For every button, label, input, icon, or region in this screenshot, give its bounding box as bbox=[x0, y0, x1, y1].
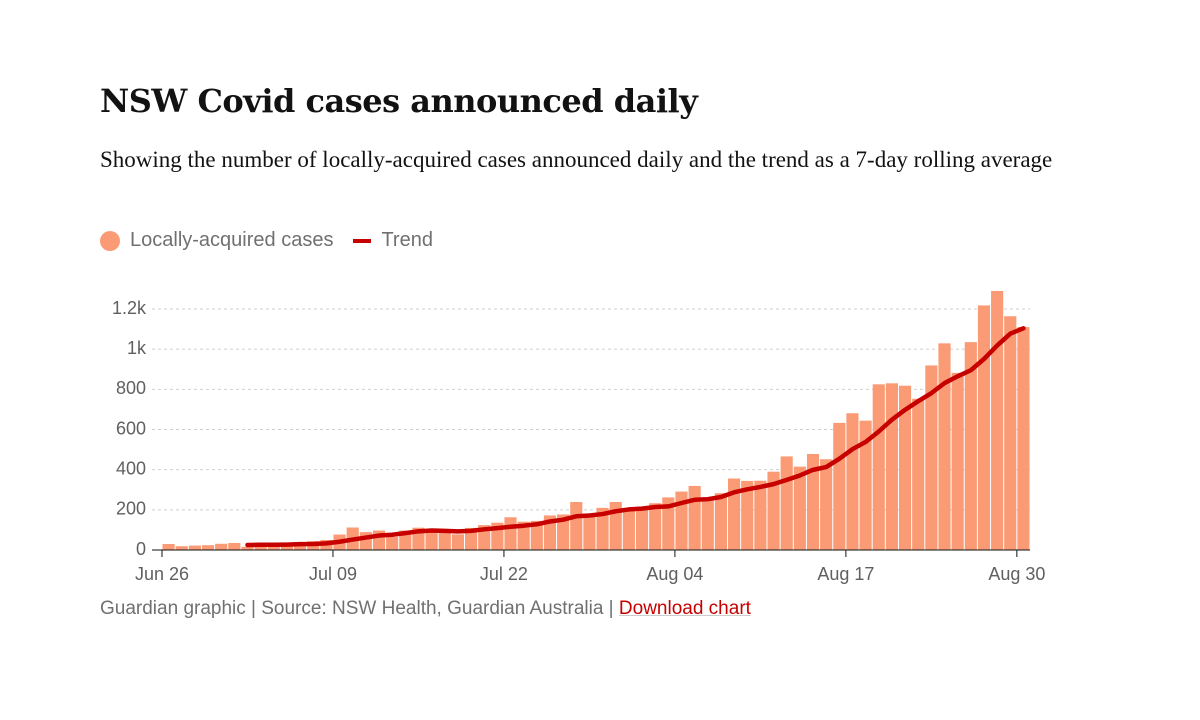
bar bbox=[228, 542, 241, 550]
bar bbox=[649, 503, 662, 550]
download-link[interactable]: Download chart bbox=[618, 598, 751, 619]
bar bbox=[517, 521, 530, 550]
x-tick-label: Aug 04 bbox=[646, 564, 703, 584]
bar bbox=[662, 497, 675, 550]
y-tick-label: 0 bbox=[136, 539, 146, 559]
legend-swatch bbox=[353, 238, 372, 243]
bar bbox=[386, 536, 399, 550]
legend-label: Locally-acquired cases bbox=[130, 229, 334, 251]
y-tick-label: 400 bbox=[116, 458, 146, 478]
x-tick-label: Jul 22 bbox=[480, 564, 528, 584]
bar bbox=[714, 493, 728, 550]
bar bbox=[175, 546, 188, 550]
legend-label: Trend bbox=[381, 229, 433, 251]
bar bbox=[898, 385, 912, 550]
bar bbox=[793, 466, 806, 550]
bar bbox=[1017, 327, 1030, 550]
bar bbox=[596, 507, 609, 550]
y-tick-label: 600 bbox=[116, 418, 146, 438]
legend-swatch bbox=[100, 230, 120, 251]
bar bbox=[622, 508, 635, 550]
bar bbox=[754, 480, 767, 550]
bar bbox=[885, 383, 898, 550]
x-tick-label: Aug 17 bbox=[817, 564, 874, 584]
footer: Guardian graphic | Source: NSW Health, G… bbox=[100, 598, 751, 620]
bar bbox=[741, 480, 754, 550]
bar bbox=[977, 305, 991, 550]
bar bbox=[688, 485, 701, 550]
bar bbox=[925, 365, 938, 550]
bar bbox=[570, 502, 583, 550]
y-tick-label: 1.2k bbox=[112, 298, 147, 318]
legend: Locally-acquired cases Trend bbox=[100, 229, 433, 252]
bar bbox=[583, 515, 596, 550]
bar bbox=[872, 384, 885, 550]
y-tick-label: 1k bbox=[127, 338, 147, 358]
chart-title: NSW Covid cases announced daily bbox=[100, 82, 698, 120]
y-tick-label: 800 bbox=[116, 378, 146, 398]
bar bbox=[991, 290, 1004, 550]
bar bbox=[780, 456, 793, 550]
bar bbox=[241, 546, 254, 550]
bar bbox=[464, 527, 478, 550]
bar bbox=[701, 497, 714, 550]
bar bbox=[951, 372, 964, 550]
bar bbox=[425, 528, 438, 550]
bar bbox=[859, 420, 872, 550]
x-tick-label: Jul 09 bbox=[309, 564, 357, 584]
y-tick-label: 200 bbox=[116, 499, 146, 519]
bar bbox=[451, 534, 464, 550]
bar bbox=[767, 471, 780, 550]
bar bbox=[912, 398, 925, 550]
bar bbox=[188, 545, 201, 550]
bar bbox=[635, 510, 649, 550]
x-tick-label: Aug 30 bbox=[988, 564, 1045, 584]
bar bbox=[438, 530, 451, 550]
bar bbox=[201, 545, 215, 550]
bar bbox=[267, 546, 280, 550]
trend-line bbox=[245, 326, 1026, 548]
bar bbox=[964, 342, 977, 550]
bar bbox=[215, 543, 228, 550]
bar bbox=[806, 454, 820, 550]
source: Guardian graphic | Source: NSW Health, G… bbox=[100, 598, 614, 619]
chart-subtitle: Showing the number of locally-acquired c… bbox=[100, 147, 1053, 172]
bar bbox=[728, 478, 741, 550]
bar bbox=[675, 491, 688, 550]
bar bbox=[557, 514, 570, 550]
bar bbox=[938, 343, 951, 550]
bar bbox=[162, 543, 175, 550]
x-tick-label: Jun 26 bbox=[135, 564, 189, 584]
bar bbox=[1004, 316, 1017, 550]
bar bbox=[820, 459, 833, 550]
bar bbox=[280, 544, 294, 550]
bar bbox=[833, 422, 846, 550]
bar bbox=[846, 413, 859, 550]
bar bbox=[504, 517, 517, 550]
bar bbox=[530, 520, 543, 550]
